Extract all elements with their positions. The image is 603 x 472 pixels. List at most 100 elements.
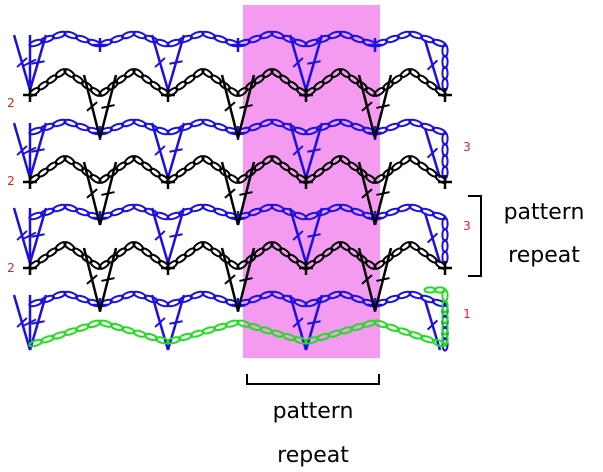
double-crochet-bar xyxy=(169,148,183,153)
chain-stitch xyxy=(175,253,188,264)
chain-stitch xyxy=(417,161,430,172)
chain-stitch xyxy=(417,247,430,258)
double-crochet-bar xyxy=(86,274,98,285)
double-crochet-bar xyxy=(361,274,373,285)
chain-stitch xyxy=(408,241,421,252)
chain-stitch xyxy=(75,323,90,332)
chain-stitch xyxy=(183,74,196,85)
chain-stitch xyxy=(304,173,317,184)
chain-stitch xyxy=(338,290,354,300)
chain-stitch xyxy=(315,332,331,342)
chain-stitch xyxy=(253,247,266,258)
double-crochet-bar xyxy=(31,148,45,153)
double-crochet-bar xyxy=(101,191,115,196)
chain-stitch xyxy=(373,86,386,97)
chain-stitch xyxy=(213,207,228,217)
chain-stitch xyxy=(420,335,435,344)
chain-stitch xyxy=(140,247,153,258)
chain-stitch xyxy=(236,38,251,48)
chain-stitch xyxy=(210,74,223,85)
chain-stitch xyxy=(338,68,351,79)
double-crochet-bar xyxy=(16,230,28,241)
chain-stitch xyxy=(385,122,400,132)
chain-stitch xyxy=(247,207,263,217)
chain-stitch xyxy=(425,253,438,264)
chain-stitch xyxy=(28,259,41,270)
chain-stitch xyxy=(149,80,162,91)
chain-stitch xyxy=(270,30,285,40)
double-crochet-bar xyxy=(307,148,321,153)
double-crochet-bar xyxy=(239,277,253,282)
double-crochet-bar xyxy=(86,101,98,112)
chain-stitch xyxy=(213,322,228,332)
double-crochet-bar xyxy=(224,188,236,199)
chain-stitch xyxy=(441,310,449,325)
chain-stitch xyxy=(441,299,449,314)
double-crochet-bar xyxy=(154,317,166,328)
chain-stitch xyxy=(115,247,128,258)
chain-stitch xyxy=(350,294,366,304)
chain-stitch xyxy=(287,253,300,264)
chain-stitch xyxy=(417,74,430,85)
chain-stitch xyxy=(166,173,179,184)
chain-stitch xyxy=(201,326,217,335)
double-crochet-bar xyxy=(307,60,321,65)
chain-stitch xyxy=(304,259,317,270)
chain-stitch xyxy=(253,161,266,172)
double-crochet-bar xyxy=(23,58,37,67)
chain-stitch xyxy=(80,167,93,178)
chain-stitch xyxy=(178,332,193,342)
chain-stitch xyxy=(304,336,320,345)
chain-stitch xyxy=(434,259,447,270)
chain-stitch xyxy=(356,253,369,264)
chain-stitch xyxy=(183,247,196,258)
double-crochet-bar xyxy=(224,274,236,285)
vertical-repeat-label-line1: pattern xyxy=(504,200,585,225)
chain-stitch xyxy=(356,80,369,91)
double-crochet-bar xyxy=(154,57,166,68)
chain-stitch xyxy=(304,126,320,136)
chain-stitch xyxy=(236,86,249,97)
chain-stitch xyxy=(98,86,111,97)
chain-stitch xyxy=(347,247,360,258)
chain-stitch xyxy=(140,74,153,85)
chain-stitch xyxy=(390,74,403,85)
chain-stitch xyxy=(236,173,249,184)
chain-stitch xyxy=(28,173,41,184)
double-crochet-bar xyxy=(154,145,166,156)
double-crochet-bar xyxy=(292,317,304,328)
chain-stitch xyxy=(312,253,325,264)
chain-stitch xyxy=(140,161,153,172)
row-number-3: 2 xyxy=(7,174,15,188)
double-crochet-bar xyxy=(31,320,45,325)
chain-stitch xyxy=(201,241,214,252)
chain-stitch xyxy=(166,38,182,48)
double-crochet-bar xyxy=(361,101,373,112)
chain-stitch xyxy=(115,74,128,85)
chain-stitch xyxy=(109,322,125,332)
chain-stitch xyxy=(350,207,366,217)
double-crochet-bar xyxy=(23,231,37,240)
chain-stitch xyxy=(28,338,44,348)
double-crochet-bar xyxy=(101,277,115,282)
chain-stitch xyxy=(373,173,386,184)
chain-stitch xyxy=(132,241,145,252)
double-crochet-bar xyxy=(154,230,166,241)
chain-stitch xyxy=(270,155,283,166)
chain-stitch xyxy=(390,161,403,172)
chain-stitch xyxy=(109,34,125,44)
double-crochet-bar xyxy=(23,318,37,327)
chain-stitch xyxy=(408,290,424,300)
chain-stitch xyxy=(109,207,125,217)
chain-stitch xyxy=(201,118,217,128)
chain-stitch xyxy=(390,247,403,258)
chain-stitch xyxy=(166,126,182,136)
chain-stitch xyxy=(45,74,58,85)
double-crochet-bar xyxy=(86,188,98,199)
double-crochet-bar xyxy=(16,57,28,68)
double-crochet-bar xyxy=(31,60,45,65)
double-crochet-bar xyxy=(224,101,236,112)
double-crochet-bar xyxy=(376,104,390,109)
horizontal-repeat-bracket xyxy=(246,374,380,385)
